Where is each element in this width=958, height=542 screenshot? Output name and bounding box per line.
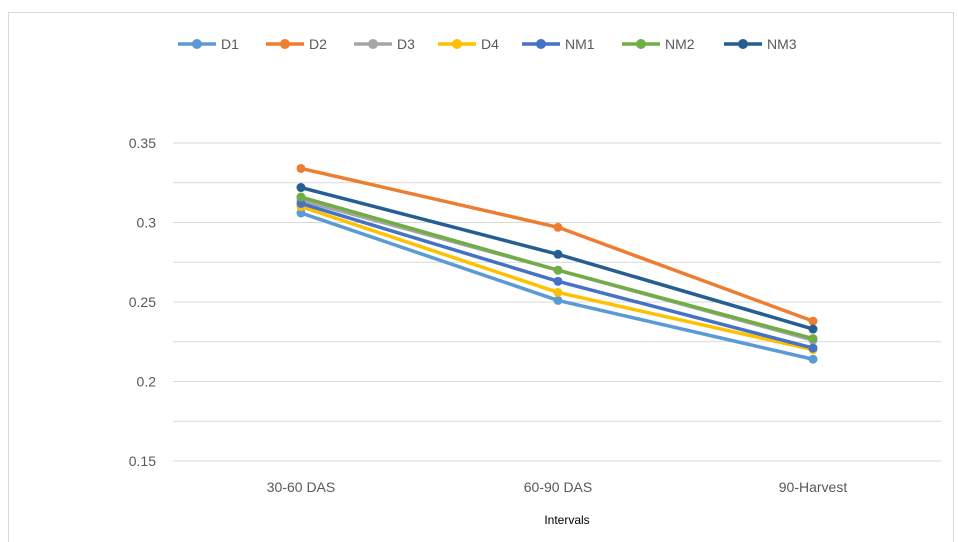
legend-label: NM1	[565, 36, 595, 52]
legend: D1 D2 D3 D4 NM1 NM2 NM3	[178, 36, 797, 52]
data-point	[808, 316, 818, 326]
y-tick-label: 0.15	[129, 453, 156, 469]
data-point	[296, 198, 306, 208]
legend-item-nm2: NM2	[622, 36, 695, 52]
data-point	[808, 343, 818, 353]
series-nm2	[296, 192, 818, 344]
y-tick-label: 0.2	[137, 374, 157, 390]
legend-swatch-marker	[192, 39, 202, 49]
legend-label: D3	[397, 36, 415, 52]
legend-item-d3: D3	[354, 36, 415, 52]
legend-label: D1	[221, 36, 239, 52]
legend-swatch-marker	[536, 39, 546, 49]
legend-label: D4	[481, 36, 499, 52]
data-point	[296, 163, 306, 173]
series-d2	[296, 163, 818, 326]
legend-item-nm3: NM3	[724, 36, 797, 52]
legend-item-d1: D1	[178, 36, 239, 52]
x-axis-label: Intervals	[544, 513, 589, 527]
legend-item-nm1: NM1	[522, 36, 595, 52]
legend-label: NM3	[767, 36, 797, 52]
data-point	[808, 334, 818, 344]
legend-label: NM2	[665, 36, 695, 52]
legend-label: D2	[309, 36, 327, 52]
series-lines	[296, 163, 818, 364]
data-point	[296, 183, 306, 193]
series-d1	[296, 208, 818, 364]
data-point	[296, 208, 306, 218]
series-nm3	[296, 183, 818, 334]
y-tick-label: 0.35	[129, 135, 156, 151]
series-line	[300, 211, 814, 361]
legend-item-d2: D2	[266, 36, 327, 52]
y-tick-label: 0.3	[137, 215, 157, 231]
data-point	[296, 192, 306, 202]
x-tick-label: 90-Harvest	[779, 479, 848, 495]
legend-swatch-marker	[738, 39, 748, 49]
data-point	[553, 222, 563, 232]
y-tick-label: 0.25	[129, 294, 156, 310]
x-tick-label: 60-90 DAS	[524, 479, 592, 495]
series-nm1	[296, 198, 818, 353]
data-point	[553, 295, 563, 305]
data-point	[808, 324, 818, 334]
data-point	[553, 287, 563, 297]
legend-swatch-marker	[280, 39, 290, 49]
data-point	[553, 265, 563, 275]
legend-swatch-marker	[368, 39, 378, 49]
legend-item-d4: D4	[438, 36, 499, 52]
data-point	[553, 276, 563, 286]
data-point	[808, 354, 818, 364]
legend-swatch-marker	[452, 39, 462, 49]
y-axis-ticks: 0.35 0.3 0.25 0.2 0.15	[129, 135, 156, 469]
x-tick-label: 30-60 DAS	[267, 479, 335, 495]
x-axis-ticks: 30-60 DAS 60-90 DAS 90-Harvest	[267, 479, 848, 495]
data-point	[553, 249, 563, 259]
legend-swatch-marker	[636, 39, 646, 49]
chart-frame	[8, 12, 954, 542]
